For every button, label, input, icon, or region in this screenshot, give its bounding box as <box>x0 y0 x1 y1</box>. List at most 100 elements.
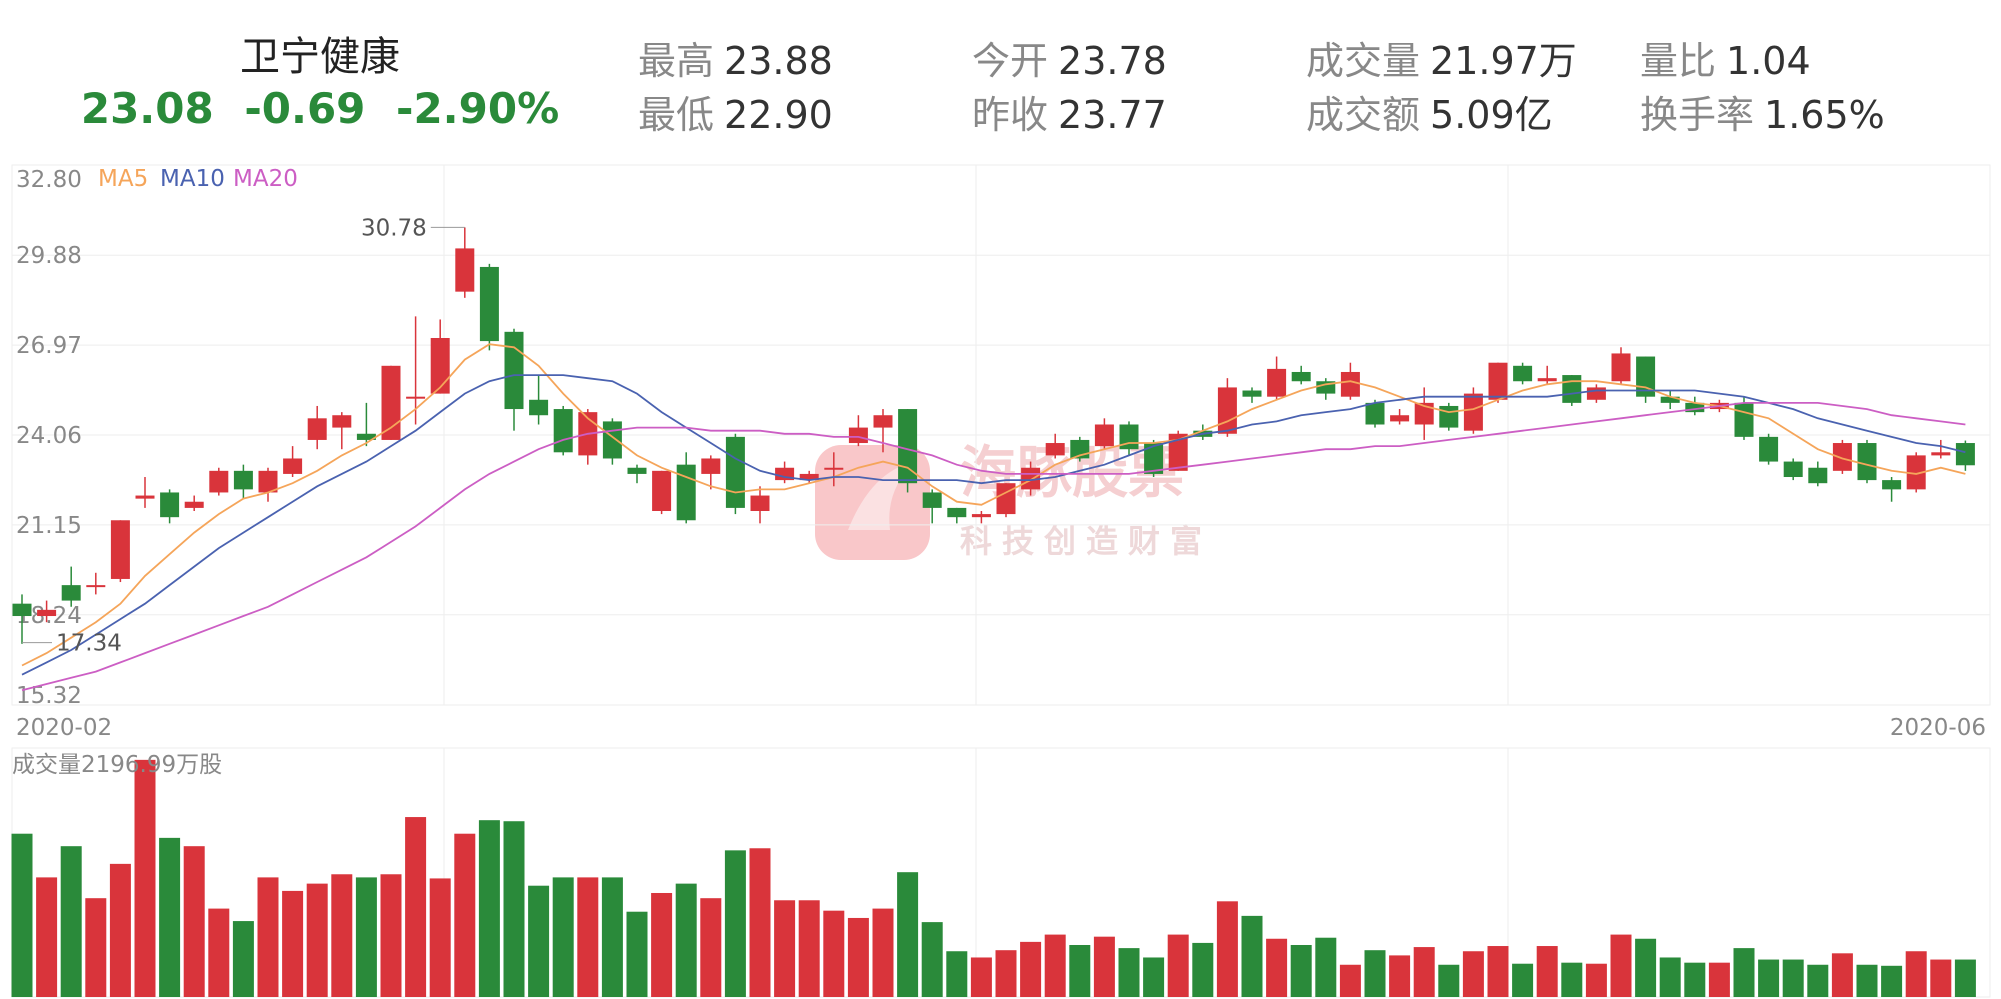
candle-body <box>1045 443 1065 456</box>
candle <box>307 405 327 450</box>
volume-bar <box>651 892 673 997</box>
candle <box>233 464 253 499</box>
candle-body <box>160 492 180 518</box>
volume-bar <box>1561 962 1583 997</box>
candle-body <box>283 458 303 474</box>
candle-body <box>110 520 130 579</box>
volume-bar <box>380 874 402 997</box>
ma5-line <box>21 343 1966 667</box>
candle-body <box>627 467 647 474</box>
candle <box>652 470 672 515</box>
candle <box>110 520 130 583</box>
candle <box>1783 458 1803 481</box>
volume-bar <box>1733 948 1755 997</box>
candle <box>479 263 499 351</box>
volume-bar <box>601 877 623 997</box>
candle <box>1390 409 1410 425</box>
candle-body <box>37 609 57 617</box>
candle <box>381 365 401 440</box>
volume-bar <box>355 877 377 997</box>
candle <box>504 328 524 431</box>
candle-body <box>184 501 204 508</box>
candle <box>1365 399 1385 428</box>
candle <box>1882 477 1902 502</box>
volume-bar <box>454 833 476 997</box>
candle <box>1513 362 1533 385</box>
candle <box>1168 430 1188 471</box>
candle-body <box>799 473 819 481</box>
candle <box>947 507 967 524</box>
candle <box>1562 375 1582 406</box>
candle <box>356 402 376 447</box>
volume-bar <box>1462 951 1484 997</box>
candle-body <box>1537 378 1557 382</box>
candle-body <box>1562 375 1582 403</box>
candle <box>1267 356 1287 400</box>
legend-ma10: MA10 <box>160 166 225 192</box>
volume-bar <box>921 922 943 997</box>
watermark-subtitle: 科技创造财富 <box>960 522 1212 560</box>
candle-body <box>652 470 672 511</box>
volume-bar <box>1290 944 1312 997</box>
candle <box>184 495 204 511</box>
candle-body <box>824 467 844 470</box>
price-change-pct: -2.90% <box>396 84 560 133</box>
candle-body <box>1955 443 1975 466</box>
candle-body <box>898 409 918 484</box>
volume-bar <box>872 908 894 997</box>
candle-body <box>1685 402 1705 413</box>
candle-body <box>971 514 991 518</box>
price-tick-label: 24.06 <box>16 423 82 449</box>
candle <box>1857 439 1877 484</box>
candle-body <box>1144 443 1164 474</box>
candle <box>1586 384 1606 403</box>
candle-body <box>947 507 967 518</box>
volume-label: 成交量2196.99万股 <box>12 752 222 778</box>
volume-bar <box>626 911 648 997</box>
candle <box>1808 461 1828 487</box>
stat-high: 最高 23.88 <box>638 39 833 83</box>
candle <box>135 477 155 508</box>
volume-bar <box>774 900 796 997</box>
candle <box>1217 378 1237 437</box>
volume-bar <box>232 921 254 997</box>
volume-bar <box>109 863 131 997</box>
volume-bar <box>798 900 820 997</box>
candle-body <box>135 495 155 499</box>
volume-bar <box>700 898 722 997</box>
volume-bar <box>528 885 550 997</box>
candlestick-series <box>12 227 1975 644</box>
candle-body <box>1857 443 1877 481</box>
candle <box>922 489 942 524</box>
volume-bar <box>1782 959 1804 997</box>
volume-bar <box>183 846 205 997</box>
candle-body <box>1906 455 1926 490</box>
candle <box>160 489 180 524</box>
candle-body <box>1267 368 1287 397</box>
candle <box>1611 347 1631 385</box>
candle <box>37 600 57 623</box>
volume-bar <box>36 877 58 997</box>
candle-body <box>258 470 278 493</box>
stat-turnover: 成交额 5.09亿 <box>1306 93 1553 137</box>
candle-body <box>430 337 450 394</box>
candle <box>1931 439 1951 459</box>
volume-bar <box>749 848 771 997</box>
volume-bar <box>1856 964 1878 997</box>
volume-bar <box>1118 948 1140 997</box>
volume-bar <box>1585 963 1607 997</box>
candle <box>455 227 475 298</box>
moving-average-lines <box>21 343 1966 692</box>
price-change: -0.69 <box>244 84 366 133</box>
volume-bar <box>1167 934 1189 997</box>
candle <box>1955 440 1975 471</box>
volume-bar <box>429 878 451 997</box>
legend: MA5 MA10 MA20 <box>98 166 298 192</box>
candle-body <box>848 427 868 444</box>
volume-bar <box>552 877 574 997</box>
volume-bar <box>1610 934 1632 997</box>
candle-body <box>504 331 524 410</box>
x-label-end: 2020-06 <box>1890 715 1986 741</box>
candle-body <box>1390 415 1410 422</box>
